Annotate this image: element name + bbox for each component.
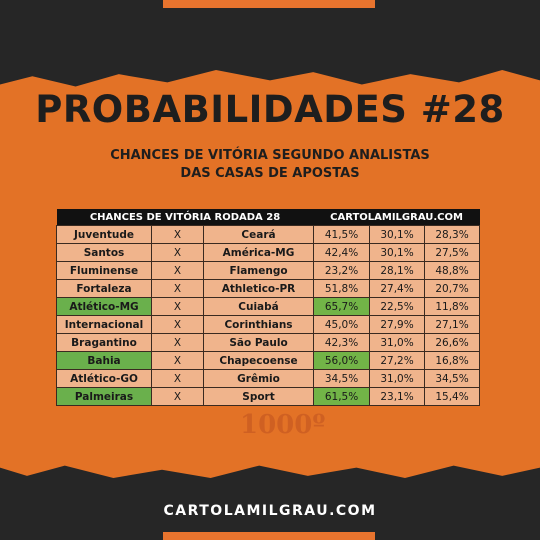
- home-team-cell: Atlético-MG: [56, 297, 152, 316]
- versus-cell: X: [151, 333, 204, 352]
- home-team-cell: Juventude: [56, 225, 152, 244]
- away-team-cell: Cuiabá: [202, 297, 315, 316]
- table-row: Juventude X Ceará 41,5% 30,1% 28,3%: [56, 225, 481, 244]
- away-team-cell: Athletico-PR: [202, 279, 315, 298]
- versus-cell: X: [151, 225, 204, 244]
- away-team-cell: Flamengo: [202, 261, 315, 280]
- home-win-prob-cell: 56,0%: [313, 351, 371, 370]
- table-header-site: CARTOLAMILGRAU.COM: [313, 209, 480, 226]
- home-win-prob-cell: 42,3%: [313, 333, 371, 352]
- table-row: Palmeiras X Sport 61,5% 23,1% 15,4%: [56, 387, 481, 406]
- home-team-cell: Bragantino: [56, 333, 152, 352]
- versus-cell: X: [151, 243, 204, 262]
- versus-cell: X: [151, 279, 204, 298]
- draw-prob-cell: 31,0%: [369, 333, 426, 352]
- table-header-row: CHANCES DE VITÓRIA RODADA 28 CARTOLAMILG…: [56, 209, 480, 226]
- versus-cell: X: [151, 297, 204, 316]
- versus-cell: X: [151, 261, 204, 280]
- draw-prob-cell: 27,9%: [369, 315, 426, 334]
- home-win-prob-cell: 65,7%: [313, 297, 371, 316]
- draw-prob-cell: 27,2%: [369, 351, 426, 370]
- away-team-cell: Corinthians: [202, 315, 315, 334]
- away-win-prob-cell: 20,7%: [424, 279, 481, 298]
- draw-prob-cell: 31,0%: [369, 369, 426, 388]
- top-accent-bar: [163, 0, 375, 8]
- versus-cell: X: [151, 387, 204, 406]
- table-row: Internacional X Corinthians 45,0% 27,9% 27,1%: [56, 315, 481, 334]
- away-win-prob-cell: 27,5%: [424, 243, 481, 262]
- versus-cell: X: [151, 351, 204, 370]
- draw-prob-cell: 30,1%: [369, 225, 426, 244]
- table-row: Atlético-GO X Grêmio 34,5% 31,0% 34,5%: [56, 369, 481, 388]
- away-win-prob-cell: 15,4%: [424, 387, 481, 406]
- away-win-prob-cell: 26,6%: [424, 333, 481, 352]
- subtitle-line-1: CHANCES DE VITÓRIA SEGUNDO ANALISTAS: [110, 148, 430, 163]
- away-team-cell: Chapecoense: [202, 351, 315, 370]
- draw-prob-cell: 23,1%: [369, 387, 426, 406]
- home-team-cell: Santos: [56, 243, 152, 262]
- draw-prob-cell: 30,1%: [369, 243, 426, 262]
- probabilities-table-wrap: CHANCES DE VITÓRIA RODADA 28 CARTOLAMILG…: [56, 209, 481, 406]
- table-row: Bahia X Chapecoense 56,0% 27,2% 16,8%: [56, 351, 481, 370]
- home-team-cell: Palmeiras: [56, 387, 152, 406]
- away-team-cell: Ceará: [202, 225, 315, 244]
- away-team-cell: Sport: [202, 387, 315, 406]
- home-win-prob-cell: 45,0%: [313, 315, 371, 334]
- home-win-prob-cell: 34,5%: [313, 369, 371, 388]
- table-body: Juventude X Ceará 41,5% 30,1% 28,3% Santos X Amé…: [56, 225, 481, 406]
- table-row: Bragantino X São Paulo 42,3% 31,0% 26,6%: [56, 333, 481, 352]
- away-win-prob-cell: 11,8%: [424, 297, 481, 316]
- home-win-prob-cell: 23,2%: [313, 261, 371, 280]
- away-win-prob-cell: 48,8%: [424, 261, 481, 280]
- away-team-cell: América-MG: [202, 243, 315, 262]
- home-win-prob-cell: 61,5%: [313, 387, 371, 406]
- home-team-cell: Fortaleza: [56, 279, 152, 298]
- probabilities-table: CHANCES DE VITÓRIA RODADA 28 CARTOLAMILG…: [56, 209, 481, 406]
- table-row: Fortaleza X Athletico-PR 51,8% 27,4% 20,7%: [56, 279, 481, 298]
- table-row: Fluminense X Flamengo 23,2% 28,1% 48,8%: [56, 261, 481, 280]
- home-team-cell: Fluminense: [56, 261, 152, 280]
- table-row: Atlético-MG X Cuiabá 65,7% 22,5% 11,8%: [56, 297, 481, 316]
- versus-cell: X: [151, 315, 204, 334]
- subtitle-line-2: DAS CASAS DE APOSTAS: [180, 166, 360, 181]
- away-win-prob-cell: 27,1%: [424, 315, 481, 334]
- footer-site-name: CARTOLAMILGRAU.COM: [163, 503, 377, 519]
- home-win-prob-cell: 51,8%: [313, 279, 371, 298]
- home-win-prob-cell: 42,4%: [313, 243, 371, 262]
- draw-prob-cell: 22,5%: [369, 297, 426, 316]
- table-row: Santos X América-MG 42,4% 30,1% 27,5%: [56, 243, 481, 262]
- away-team-cell: Grêmio: [202, 369, 315, 388]
- bottom-accent-bar: [163, 532, 375, 540]
- versus-cell: X: [151, 369, 204, 388]
- home-team-cell: Bahia: [56, 351, 152, 370]
- away-win-prob-cell: 16,8%: [424, 351, 481, 370]
- draw-prob-cell: 28,1%: [369, 261, 426, 280]
- away-win-prob-cell: 34,5%: [424, 369, 481, 388]
- home-team-cell: Atlético-GO: [56, 369, 152, 388]
- home-team-cell: Internacional: [56, 315, 152, 334]
- away-team-cell: São Paulo: [202, 333, 315, 352]
- table-header-title: CHANCES DE VITÓRIA RODADA 28: [56, 209, 314, 226]
- page-title: PROBABILIDADES #28: [35, 88, 505, 131]
- away-win-prob-cell: 28,3%: [424, 225, 481, 244]
- home-win-prob-cell: 41,5%: [313, 225, 371, 244]
- draw-prob-cell: 27,4%: [369, 279, 426, 298]
